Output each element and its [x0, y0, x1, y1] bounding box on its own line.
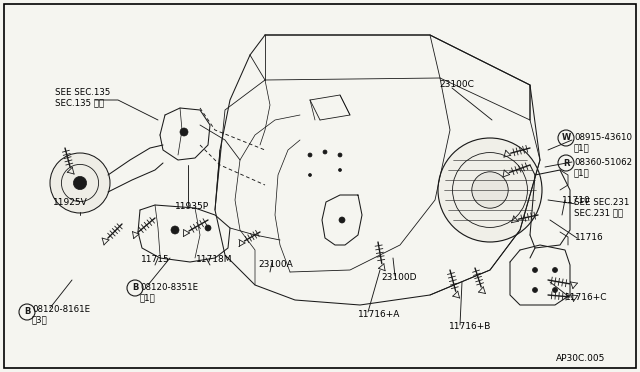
Text: W: W [561, 134, 571, 142]
Circle shape [180, 128, 188, 136]
Circle shape [558, 130, 574, 146]
Text: 08120-8351E
（1）: 08120-8351E （1） [140, 283, 198, 302]
Text: 11718M: 11718M [196, 255, 232, 264]
Circle shape [19, 304, 35, 320]
Text: SEE SEC.231
SEC.231 参照: SEE SEC.231 SEC.231 参照 [574, 198, 629, 217]
Text: 11716+A: 11716+A [358, 310, 401, 319]
Circle shape [308, 173, 312, 176]
Text: 08360-51062
（1）: 08360-51062 （1） [574, 158, 632, 177]
Text: 11716: 11716 [575, 233, 604, 242]
Text: 11925V: 11925V [53, 198, 88, 207]
Text: SEE SEC.135
SEC.135 参照: SEE SEC.135 SEC.135 参照 [55, 88, 110, 108]
Text: 11716+C: 11716+C [565, 293, 607, 302]
Circle shape [532, 267, 538, 273]
Circle shape [339, 217, 345, 223]
Text: 08915-43610
（1）: 08915-43610 （1） [574, 133, 632, 153]
Text: 23100C: 23100C [439, 80, 474, 89]
Circle shape [171, 226, 179, 234]
Circle shape [127, 280, 143, 296]
Circle shape [552, 267, 557, 273]
Circle shape [339, 169, 342, 171]
Circle shape [472, 172, 508, 208]
Circle shape [308, 153, 312, 157]
Circle shape [558, 155, 574, 171]
Circle shape [438, 138, 542, 242]
Circle shape [532, 288, 538, 292]
Text: 11935P: 11935P [175, 202, 209, 211]
Text: 11710: 11710 [562, 196, 591, 205]
Circle shape [323, 150, 327, 154]
Text: R: R [563, 158, 569, 167]
Circle shape [205, 225, 211, 231]
Text: 08120-8161E
（3）: 08120-8161E （3） [32, 305, 90, 324]
Text: 11715: 11715 [141, 255, 170, 264]
Text: B: B [132, 283, 138, 292]
Circle shape [74, 176, 86, 190]
Text: 23100D: 23100D [381, 273, 417, 282]
Circle shape [50, 153, 110, 213]
Circle shape [552, 288, 557, 292]
Text: 23100A: 23100A [258, 260, 292, 269]
Text: 11716+B: 11716+B [449, 322, 492, 331]
Text: B: B [24, 308, 30, 317]
Circle shape [338, 153, 342, 157]
Text: AP30C.005: AP30C.005 [556, 354, 605, 363]
